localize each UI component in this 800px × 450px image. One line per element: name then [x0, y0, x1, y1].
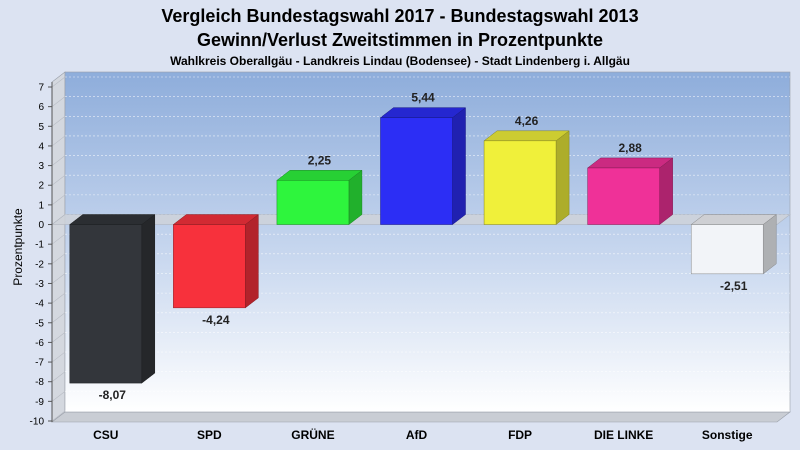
y-axis-ticks: 7 6 5 4 3 2 1 0 -1 -2 -3 -4 -5 -6 -7 -8 -9 -10	[30, 83, 52, 428]
gridline-wall	[51, 273, 66, 284]
bar-top	[172, 214, 260, 225]
y-tick-label: 7	[38, 83, 44, 94]
bar-csu: -8,07	[69, 214, 156, 402]
gridline-wall	[51, 312, 66, 324]
bar-top	[276, 170, 363, 181]
gridline-wall	[51, 351, 66, 363]
bar-top	[690, 214, 777, 225]
y-tick-label: 3	[38, 161, 44, 172]
bar-afd: 5,44	[379, 91, 467, 226]
y-tick-label: -2	[35, 259, 44, 270]
bar-front	[276, 180, 350, 225]
y-tick-label: 1	[38, 200, 44, 211]
y-tick-label: -3	[35, 279, 44, 290]
data-label: 2,25	[308, 153, 332, 167]
x-tick-label: DIE LINKE	[594, 428, 653, 442]
y-axis-title: Prozentpunkte	[11, 208, 25, 286]
bar-top	[483, 130, 570, 142]
bar-top	[586, 157, 674, 169]
bar-top	[69, 214, 156, 225]
chart-subtitle: Gewinn/Verlust Zweitstimmen in Prozentpu…	[197, 30, 603, 50]
y-tick-label: 6	[38, 102, 44, 113]
bar-die-linke: 2,88	[586, 141, 674, 226]
y-tick-label: -5	[35, 318, 44, 329]
y-tick-label: -1	[35, 240, 44, 251]
x-axis-labels: CSU SPD GRÜNE AfD FDP DIE LINKE Sonstige	[93, 427, 753, 442]
bar-front	[173, 224, 246, 309]
bar-fdp: 4,26	[483, 114, 570, 226]
bar-front	[587, 167, 660, 225]
y-tick-label: -4	[35, 299, 44, 310]
bar-front	[690, 224, 764, 275]
bar-side	[141, 214, 156, 384]
gridline-wall	[51, 371, 66, 382]
bar-side	[659, 157, 673, 226]
gridline-wall	[51, 135, 66, 147]
gridline-wall	[51, 194, 66, 206]
data-label: -4,24	[202, 313, 230, 327]
bar-sonstige: -2,51	[690, 214, 777, 293]
bar-front	[69, 224, 143, 384]
bars: -8,07 -4,24 2,25 5,44 4,26 2,88 -2,51	[69, 91, 777, 402]
bar-spd: -4,24	[172, 214, 260, 327]
x-tick-label: Sonstige	[702, 428, 753, 442]
gridline-wall	[51, 410, 66, 422]
floor	[51, 411, 791, 423]
bar-side	[555, 130, 570, 226]
y-tick-label: -6	[35, 338, 44, 349]
x-tick-label: FDP	[508, 428, 532, 442]
data-label: -8,07	[99, 388, 127, 402]
x-tick-label: CSU	[93, 428, 118, 442]
gridline-wall	[51, 332, 66, 343]
x-tick-label: AfD	[406, 428, 428, 442]
y-tick-label: -9	[35, 397, 44, 408]
gridline-wall	[51, 96, 66, 107]
gridline-wall	[51, 155, 66, 166]
bar-grüne: 2,25	[276, 153, 363, 226]
bar-top	[379, 107, 467, 118]
bar-side	[452, 107, 466, 226]
y-tick-label: -7	[35, 358, 44, 369]
data-label: 5,44	[411, 91, 435, 105]
gridline-wall	[51, 116, 66, 127]
gridline-wall	[51, 174, 66, 186]
data-label: -2,51	[720, 279, 748, 293]
data-label: 2,88	[618, 141, 642, 155]
chart-title: Vergleich Bundestagswahl 2017 - Bundesta…	[161, 6, 638, 26]
bar-front	[483, 140, 557, 225]
gridline-wall	[51, 76, 66, 88]
y-tick-label: 2	[38, 181, 44, 192]
y-tick-label: 0	[38, 220, 44, 231]
x-tick-label: SPD	[197, 428, 222, 442]
gridline-wall	[51, 233, 66, 245]
y-tick-label: -10	[30, 417, 45, 428]
y-tick-label: 4	[38, 141, 44, 152]
data-label: 4,26	[515, 114, 539, 128]
gridline-wall	[51, 253, 66, 265]
chart-subsubtitle: Wahlkreis Oberallgäu - Landkreis Lindau …	[170, 54, 630, 68]
bar-side	[762, 214, 777, 275]
y-tick-label: 5	[38, 122, 44, 133]
gridline-wall	[51, 391, 66, 402]
gridline-wall	[51, 292, 66, 304]
y-tick-label: -8	[35, 377, 44, 388]
x-tick-label: GRÜNE	[291, 427, 334, 442]
bar-front	[380, 117, 453, 225]
bar-side	[245, 214, 259, 309]
